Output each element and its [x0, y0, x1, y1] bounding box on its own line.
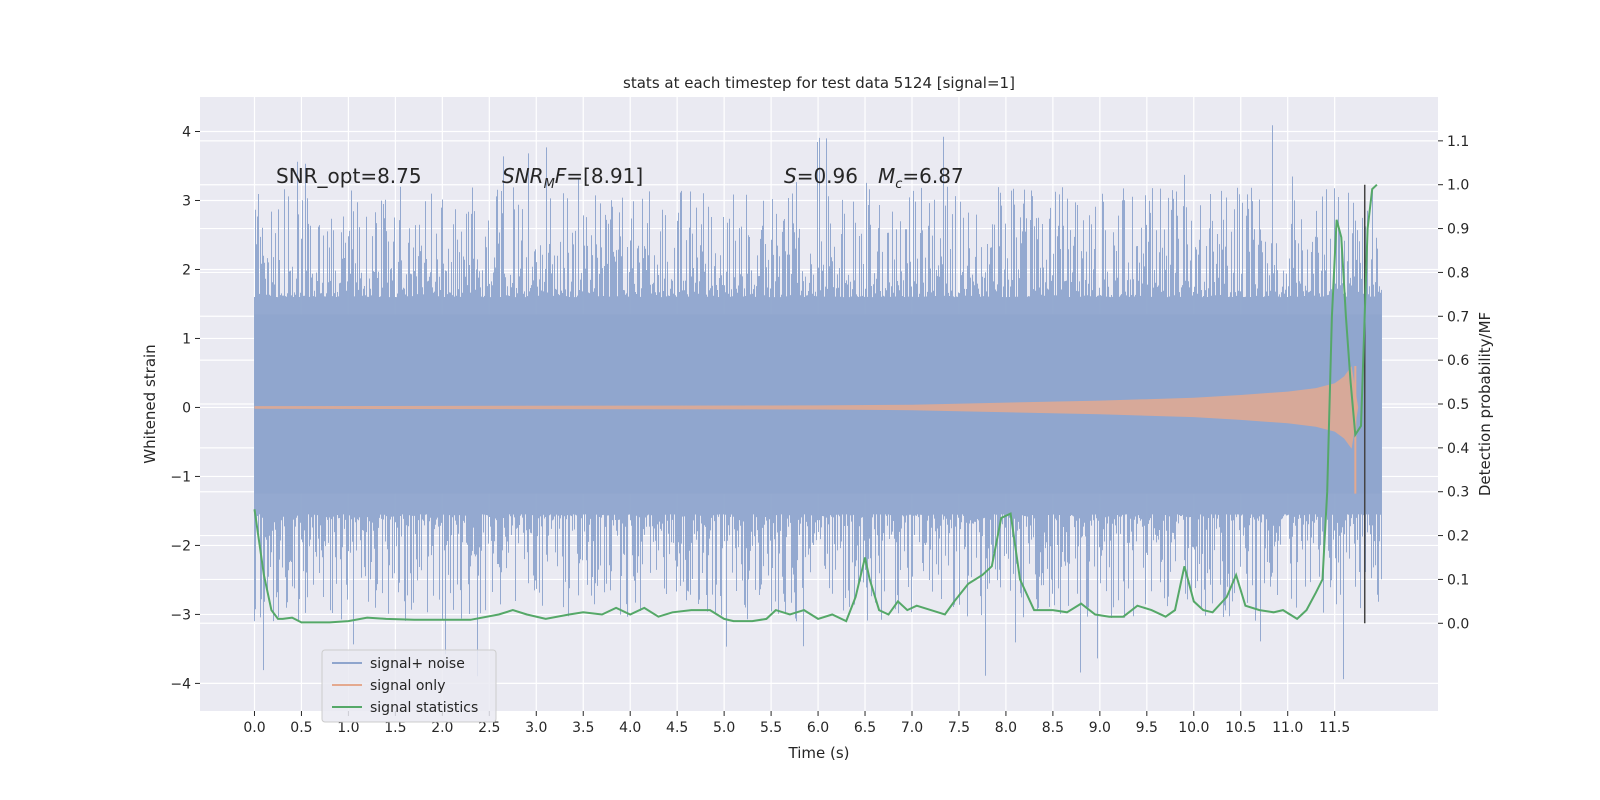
x-tick-label: 5.5 — [760, 720, 782, 736]
legend-box — [321, 649, 497, 723]
legend: signal+ noise signal only signal statist… — [321, 649, 497, 723]
right-y-tick-label: 0.3 — [1447, 485, 1469, 501]
right-y-tick-label: 0.2 — [1447, 529, 1469, 545]
x-tick-label: 7.0 — [901, 720, 923, 736]
annotation-snr-opt: SNR_opt=8.75 — [276, 164, 422, 188]
left-y-tick-label: −2 — [170, 538, 191, 554]
right-y-tick-label: 0.8 — [1447, 265, 1469, 281]
x-tick-label: 5.0 — [713, 720, 735, 736]
signal-envelope — [254, 366, 1382, 449]
x-axis-ticks: 0.0 0.5 1.0 1.5 2.0 2.5 3.0 3.5 4.0 4.5 5.0 5.5 6.0 6… — [243, 711, 1350, 736]
left-y-axis-ticks: 4 3 2 1 0 −1 −2 −3 −4 — [170, 124, 200, 692]
x-tick-label: 11.0 — [1272, 720, 1303, 736]
x-tick-label: 1.0 — [337, 720, 359, 736]
annotation-snr-mf: SNRMF=[8.91] — [502, 164, 643, 192]
chart-title: stats at each timestep for test data 512… — [623, 74, 1015, 92]
signal-statistics-series — [253, 183, 1378, 624]
right-y-tick-label: 0.6 — [1447, 353, 1469, 369]
x-tick-label: 6.0 — [807, 720, 829, 736]
x-tick-label: 4.5 — [666, 720, 688, 736]
right-y-axis-label: Detection probability/MF — [1476, 312, 1494, 496]
x-tick-label: 11.5 — [1319, 720, 1350, 736]
x-tick-label: 0.0 — [243, 720, 265, 736]
x-tick-label: 4.0 — [619, 720, 641, 736]
left-y-tick-label: −3 — [170, 607, 191, 623]
x-tick-label: 9.0 — [1089, 720, 1111, 736]
right-y-tick-label: 0.4 — [1447, 441, 1469, 457]
left-y-axis-label: Whitened strain — [141, 344, 159, 463]
x-tick-label: 6.5 — [854, 720, 876, 736]
right-y-tick-label: 1.1 — [1447, 134, 1469, 150]
right-y-tick-label: 0.9 — [1447, 222, 1469, 238]
left-y-tick-label: 2 — [182, 262, 191, 278]
left-y-tick-label: 3 — [182, 193, 191, 209]
right-y-axis-ticks: 1.1 1.0 0.9 0.8 0.7 0.6 0.5 0.4 0.3 0.2 0.1 0.0 — [1438, 134, 1469, 632]
legend-label-signal: signal only — [370, 678, 445, 694]
annotation-s-score: S=0.96 — [784, 164, 858, 188]
left-y-tick-label: −1 — [170, 469, 191, 485]
right-y-tick-label: 0.1 — [1447, 572, 1469, 588]
x-tick-label: 3.5 — [572, 720, 594, 736]
legend-label-stats: signal statistics — [370, 700, 478, 716]
x-tick-label: 8.0 — [995, 720, 1017, 736]
x-tick-label: 2.0 — [431, 720, 453, 736]
x-tick-label: 10.0 — [1178, 720, 1209, 736]
left-y-tick-label: 4 — [182, 124, 191, 140]
x-tick-label: 9.5 — [1136, 720, 1158, 736]
signal-statistics-line — [253, 183, 1378, 624]
right-y-tick-label: 0.0 — [1447, 616, 1469, 632]
legend-label-noise: signal+ noise — [370, 656, 465, 672]
x-tick-label: 3.0 — [525, 720, 547, 736]
x-tick-label: 10.5 — [1225, 720, 1256, 736]
x-tick-label: 0.5 — [290, 720, 312, 736]
left-y-tick-label: −4 — [170, 676, 191, 692]
right-y-tick-label: 0.7 — [1447, 309, 1469, 325]
left-y-tick-label: 0 — [182, 400, 191, 416]
x-tick-label: 7.5 — [948, 720, 970, 736]
x-tick-label: 1.5 — [384, 720, 406, 736]
left-y-tick-label: 1 — [182, 331, 191, 347]
annotation-chirp-mass: Mc=6.87 — [878, 164, 964, 192]
x-tick-label: 2.5 — [478, 720, 500, 736]
right-y-tick-label: 0.5 — [1447, 397, 1469, 413]
x-axis-label: Time (s) — [788, 744, 850, 762]
x-tick-label: 8.5 — [1042, 720, 1064, 736]
right-y-tick-label: 1.0 — [1447, 178, 1469, 194]
